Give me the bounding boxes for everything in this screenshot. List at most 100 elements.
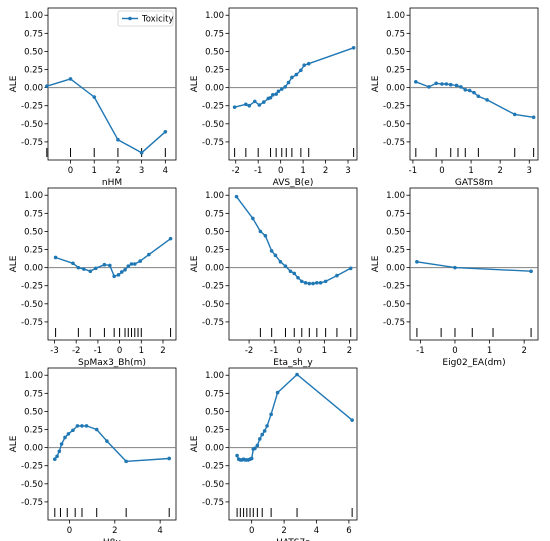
y-tick-label: 0.75 bbox=[205, 209, 224, 219]
y-tick-label: -0.75 bbox=[21, 318, 43, 328]
x-tick-label: -3 bbox=[50, 346, 58, 356]
data-point bbox=[66, 432, 71, 436]
data-point bbox=[427, 85, 431, 89]
data-point bbox=[302, 63, 307, 67]
data-point bbox=[257, 103, 262, 107]
legend-box bbox=[117, 10, 174, 27]
x-tick-label: 1 bbox=[139, 346, 144, 356]
y-tick-label: 0.50 bbox=[24, 407, 43, 417]
data-point bbox=[444, 82, 449, 86]
data-point bbox=[270, 93, 275, 97]
ale-panel-2: 1.00 0.75 0.50 0.25 0.00 -0.25 -0.50 -0.75 -2 -1 0… bbox=[190, 7, 358, 188]
y-tick-label: 0.00 bbox=[24, 264, 43, 274]
data-point bbox=[434, 81, 438, 86]
series-line bbox=[416, 261, 532, 272]
data-point bbox=[463, 87, 468, 92]
x-tick-label: -1 bbox=[254, 166, 262, 176]
ale-panel-5: 1.00 0.75 0.50 0.25 0.00 -0.25 -0.50 -0.75 -2 -1 0… bbox=[190, 187, 358, 368]
y-tick-label: -0.75 bbox=[383, 138, 405, 148]
data-point bbox=[268, 95, 273, 100]
data-point bbox=[257, 437, 262, 441]
data-point bbox=[88, 269, 93, 274]
data-point bbox=[81, 267, 86, 271]
y-tick-label: 0.50 bbox=[24, 227, 43, 237]
data-point bbox=[84, 424, 89, 428]
data-point bbox=[307, 281, 312, 286]
x-tick-label: 1 bbox=[322, 346, 327, 356]
data-point bbox=[512, 112, 517, 117]
data-point bbox=[453, 265, 457, 270]
y-tick-label: 0.00 bbox=[205, 264, 224, 274]
data-point bbox=[55, 454, 59, 459]
data-point bbox=[274, 92, 278, 96]
x-axis-label: Eta_sh_y bbox=[273, 358, 313, 368]
series-line bbox=[234, 47, 354, 108]
y-tick-label: -0.50 bbox=[202, 300, 224, 310]
data-point bbox=[232, 105, 237, 109]
x-tick-label: 3 bbox=[139, 166, 144, 176]
x-tick-label: 1 bbox=[468, 166, 473, 176]
y-tick-label: -0.50 bbox=[383, 120, 405, 130]
data-point bbox=[93, 266, 98, 271]
x-tick-label: 2 bbox=[281, 526, 286, 536]
x-axis-label: GATS8m bbox=[455, 178, 493, 188]
x-tick-label: 2 bbox=[323, 166, 328, 176]
y-tick-label: 0.00 bbox=[386, 264, 405, 274]
data-point bbox=[75, 424, 80, 428]
data-point bbox=[448, 82, 453, 87]
y-tick-label: 0.75 bbox=[24, 389, 43, 399]
x-tick-label: 0 bbox=[117, 346, 122, 356]
y-tick-label: 0.50 bbox=[205, 407, 224, 417]
data-point bbox=[306, 61, 311, 66]
y-tick-label: 1.00 bbox=[205, 191, 224, 201]
y-tick-label: 0.00 bbox=[205, 444, 224, 454]
data-point bbox=[476, 94, 481, 99]
data-point bbox=[299, 68, 303, 73]
data-point bbox=[260, 432, 265, 437]
legend-label: Toxicity bbox=[141, 15, 173, 25]
y-axis-label: ALE bbox=[371, 255, 381, 272]
y-axis-label: ALE bbox=[190, 255, 200, 272]
y-tick-label: 0.75 bbox=[386, 209, 405, 219]
x-tick-label: 4 bbox=[157, 526, 162, 536]
x-tick-label: 0 bbox=[278, 166, 283, 176]
data-point bbox=[163, 129, 168, 134]
data-point bbox=[283, 85, 287, 89]
data-point bbox=[129, 262, 134, 266]
x-tick-label: -1 bbox=[94, 346, 102, 356]
x-tick-label: 1 bbox=[487, 346, 492, 356]
data-point bbox=[472, 90, 476, 95]
y-tick-label: 1.00 bbox=[386, 191, 405, 201]
data-point bbox=[235, 453, 239, 458]
data-point bbox=[263, 233, 268, 238]
data-point bbox=[45, 84, 49, 88]
data-point bbox=[139, 150, 144, 155]
y-tick-label: 1.00 bbox=[24, 371, 43, 381]
x-axis-label: Eig02_EA(dm) bbox=[442, 358, 505, 368]
x-axis-label: nHM bbox=[102, 178, 122, 188]
y-tick-label: -0.25 bbox=[202, 462, 224, 472]
data-point bbox=[531, 115, 536, 120]
data-point bbox=[350, 418, 354, 422]
plot-frame bbox=[47, 187, 177, 341]
x-tick-label: 1 bbox=[300, 166, 305, 176]
y-tick-label: -0.75 bbox=[202, 498, 224, 508]
y-tick-label: 0.25 bbox=[386, 246, 405, 256]
data-point bbox=[262, 100, 266, 104]
data-point bbox=[288, 269, 293, 274]
y-tick-label: 0.25 bbox=[386, 66, 405, 76]
data-point bbox=[123, 267, 127, 272]
plot-frame bbox=[228, 7, 358, 161]
y-tick-label: -0.50 bbox=[202, 120, 224, 130]
data-point bbox=[299, 279, 304, 284]
data-point bbox=[296, 275, 300, 280]
data-point bbox=[318, 281, 323, 285]
data-point bbox=[244, 102, 248, 107]
data-point bbox=[167, 456, 172, 461]
y-tick-label: 0.50 bbox=[205, 227, 224, 237]
y-tick-label: -0.25 bbox=[21, 462, 43, 472]
x-tick-label: 3 bbox=[527, 166, 532, 176]
data-point bbox=[168, 236, 173, 241]
y-tick-label: 0.75 bbox=[24, 209, 43, 219]
y-tick-label: -0.25 bbox=[21, 282, 43, 292]
